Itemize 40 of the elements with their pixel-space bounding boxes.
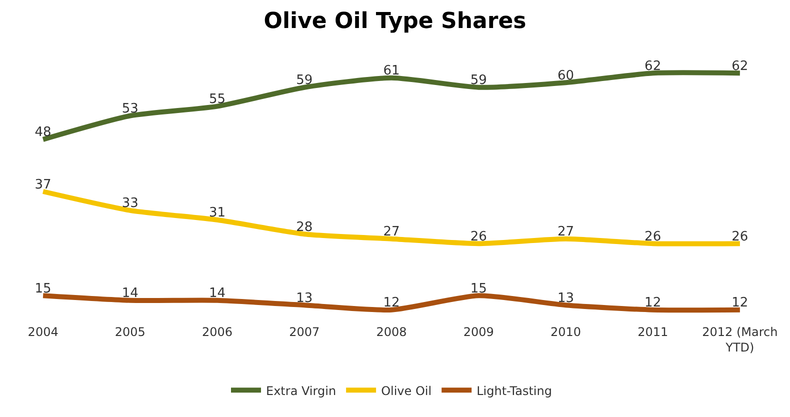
data-label: 14 bbox=[209, 286, 226, 302]
data-label: 33 bbox=[122, 196, 138, 212]
data-label: 62 bbox=[644, 58, 662, 74]
x-tick-label: 2004 bbox=[28, 325, 58, 339]
data-label: 48 bbox=[34, 125, 52, 140]
data-label: 27 bbox=[383, 224, 400, 240]
x-tick-label: 2005 bbox=[114, 325, 146, 339]
data-label: 12 bbox=[644, 296, 662, 311]
x-tick-label: 2008 bbox=[376, 325, 407, 339]
x-tick-label: 2007 bbox=[289, 325, 320, 339]
data-label: 13 bbox=[557, 290, 574, 306]
data-label: 62 bbox=[732, 58, 748, 74]
data-label: 61 bbox=[383, 64, 400, 79]
legend-label: Olive Oil bbox=[381, 384, 432, 398]
data-label: 59 bbox=[470, 73, 487, 88]
legend-label: Light-Tasting bbox=[476, 384, 552, 398]
legend-label: Extra Virgin bbox=[266, 384, 336, 398]
x-tick-label: 2010 bbox=[550, 325, 581, 339]
data-label: 53 bbox=[122, 102, 138, 117]
data-label: 15 bbox=[470, 281, 487, 296]
data-label: 37 bbox=[34, 177, 52, 192]
data-label: 15 bbox=[34, 281, 52, 296]
x-tick-label: 2006 bbox=[202, 325, 233, 339]
chart-title: Olive Oil Type Shares bbox=[264, 8, 526, 34]
data-label: 60 bbox=[557, 68, 574, 84]
data-label: 26 bbox=[470, 229, 487, 244]
data-label: 12 bbox=[732, 296, 748, 311]
data-label: 27 bbox=[557, 224, 574, 240]
data-label: 12 bbox=[383, 296, 400, 311]
data-label: 26 bbox=[644, 229, 662, 244]
data-label: 26 bbox=[732, 229, 748, 244]
data-label: 59 bbox=[296, 73, 313, 88]
data-label: 55 bbox=[209, 92, 226, 108]
x-tick-label: 2012 (March YTD) bbox=[702, 325, 778, 355]
x-tick-label: 2011 bbox=[638, 325, 668, 339]
data-label: 28 bbox=[296, 220, 313, 235]
x-tick-label: 2009 bbox=[463, 325, 494, 339]
data-label: 14 bbox=[122, 286, 138, 302]
data-label: 13 bbox=[296, 290, 313, 306]
data-label: 31 bbox=[209, 206, 226, 221]
